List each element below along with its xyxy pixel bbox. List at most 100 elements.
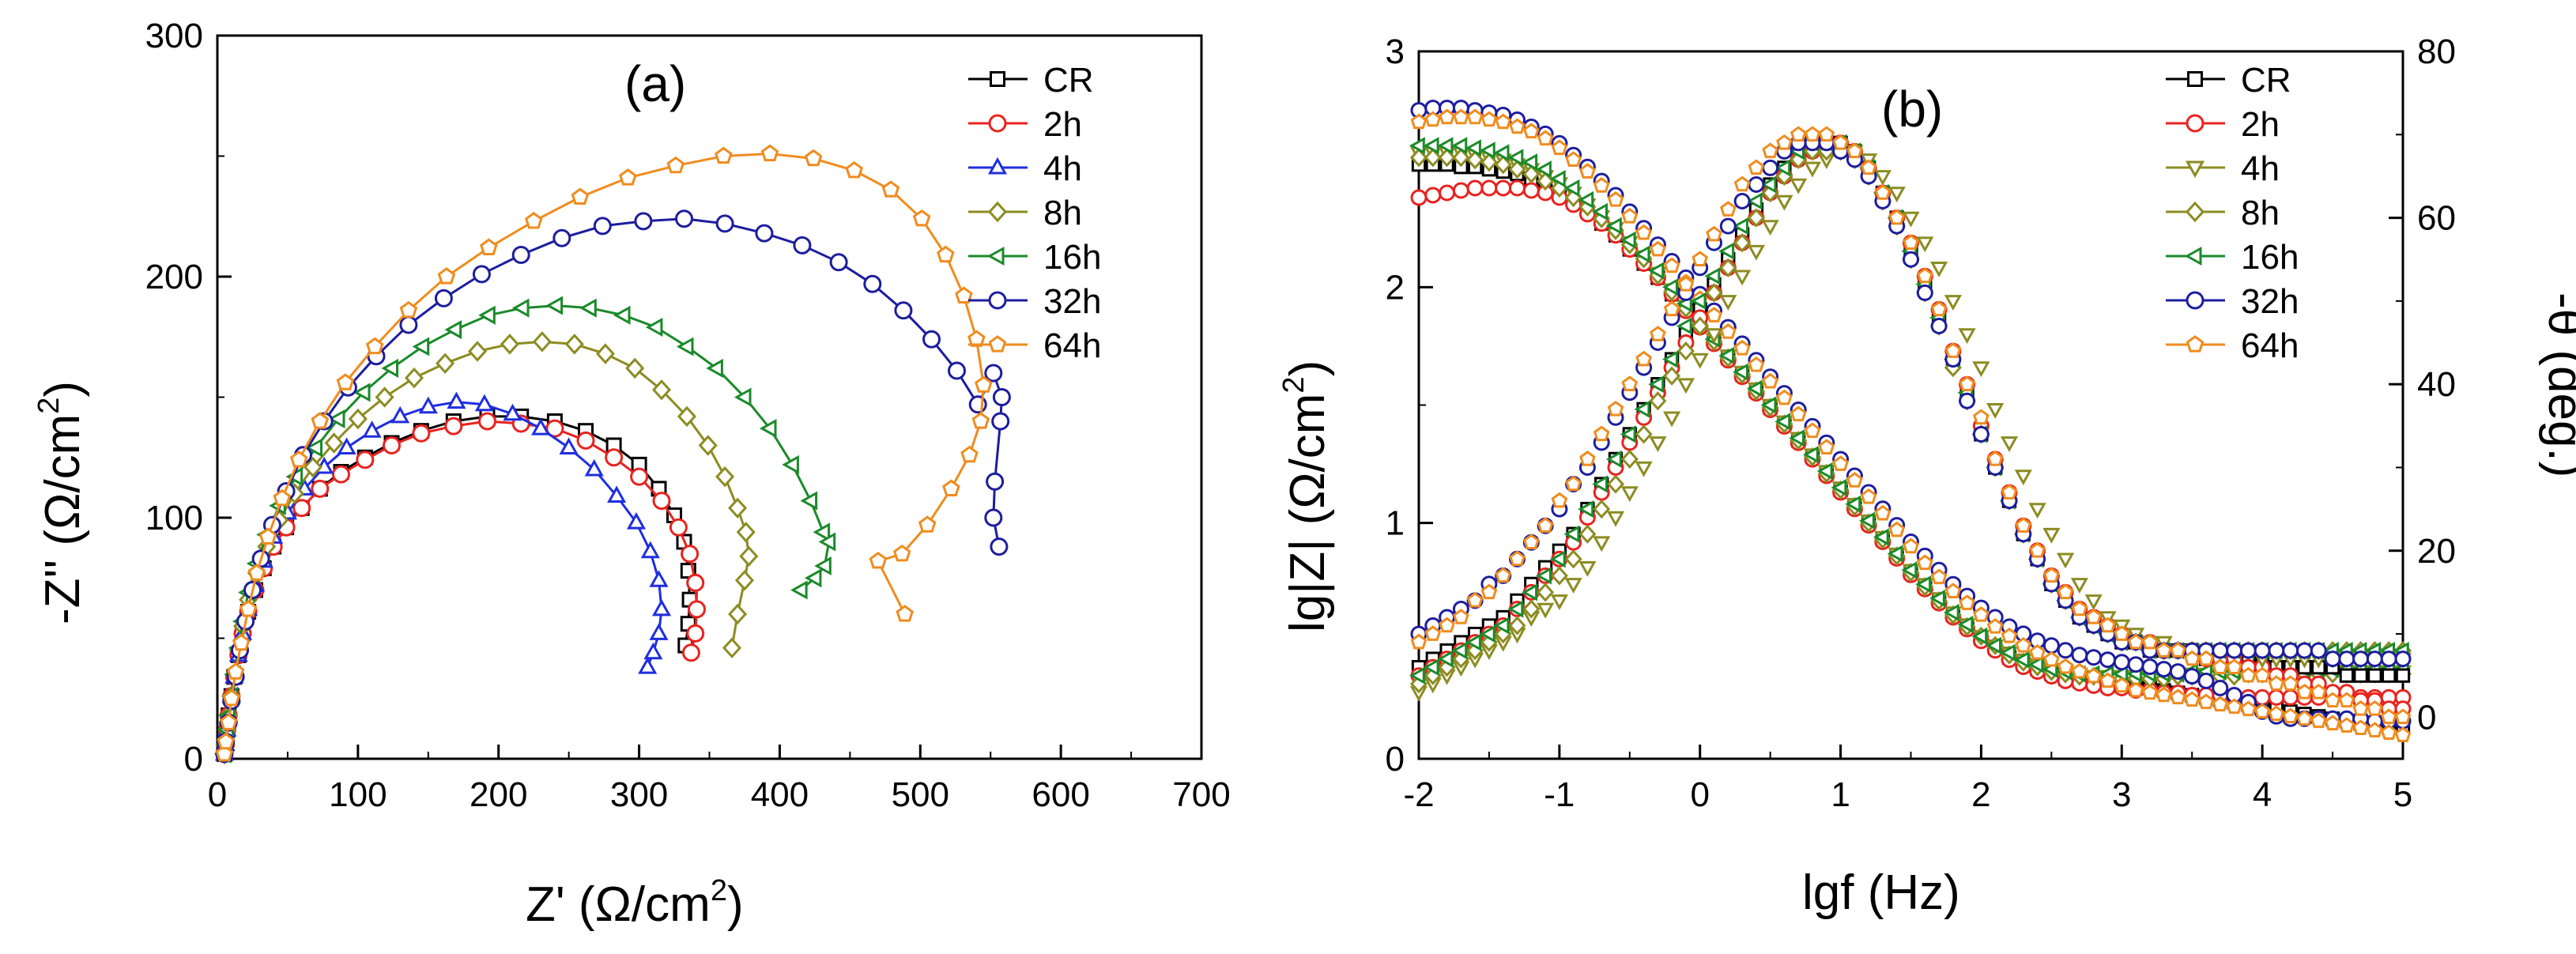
phase-point: [2394, 708, 2412, 725]
phase-point: [1986, 451, 2004, 466]
data-point: [912, 209, 931, 227]
data-point: [571, 187, 590, 205]
data-point: [896, 605, 914, 622]
phase-point: [2042, 527, 2061, 544]
data-point: [559, 437, 579, 454]
phase-point: [1761, 220, 1779, 236]
phase-point: [2127, 633, 2144, 650]
magnitude-point: [2254, 703, 2271, 719]
phase-point: [1692, 251, 1709, 266]
magnitude-point: [2380, 724, 2397, 740]
phase-point: [1410, 633, 1428, 650]
data-point: [511, 298, 530, 318]
phase-point: [1733, 193, 1751, 209]
data-point: [292, 499, 311, 518]
data-point: [444, 320, 462, 340]
phase-point: [2000, 436, 2019, 452]
phase-point: [2056, 552, 2075, 569]
data-point: [511, 246, 530, 264]
data-point: [863, 274, 882, 293]
magnitude-point: [1551, 139, 1568, 156]
magnitude-point: [1480, 153, 1498, 172]
magnitude-point: [1943, 603, 1959, 622]
magnitude-point: [1790, 405, 1807, 422]
x-tick-label-a: 700: [1172, 775, 1230, 814]
magnitude-point: [2296, 710, 2313, 726]
data-point: [327, 409, 345, 429]
y-tick-label-b: 2: [1386, 268, 1405, 307]
data-point: [669, 518, 688, 537]
x-tick-label-b: -1: [1544, 775, 1575, 814]
data-point: [467, 341, 488, 362]
phase-point: [1536, 567, 1552, 585]
magnitude-point: [1465, 139, 1481, 157]
magnitude-point: [1846, 472, 1863, 488]
magnitude-point: [1719, 323, 1737, 339]
phase-point: [1903, 251, 1919, 268]
data-series-b: [1409, 100, 2412, 742]
data-point: [688, 600, 706, 619]
magnitude-point: [1762, 372, 1778, 389]
data-point: [894, 301, 913, 320]
y-axis-title-b: lg|Z| (Ω/cm2): [1277, 360, 1335, 632]
phase-point: [1959, 375, 1975, 391]
phase-point: [1676, 378, 1695, 394]
magnitude-point: [1874, 504, 1891, 521]
data-point: [303, 456, 322, 478]
phase-point: [2338, 650, 2355, 668]
data-point: [545, 419, 564, 438]
magnitude-point: [2155, 686, 2172, 703]
magnitude-point: [1650, 240, 1666, 257]
data-point: [818, 532, 836, 552]
data-point: [645, 317, 663, 337]
data-point: [677, 405, 697, 428]
legend-label: 8h: [1043, 194, 1082, 232]
magnitude-point: [1522, 123, 1540, 139]
data-point: [480, 238, 498, 255]
phase-point: [1973, 409, 1990, 425]
phase-point: [1550, 566, 1568, 586]
magnitude-point: [2310, 712, 2327, 729]
data-point: [390, 405, 410, 424]
magnitude-point: [2282, 707, 2299, 724]
phase-point: [2240, 666, 2257, 683]
legend-marker: [2186, 335, 2204, 353]
legend-label: 4h: [2241, 149, 2280, 188]
series-line: [223, 217, 1003, 755]
magnitude-point: [2113, 677, 2130, 693]
phase-point: [1902, 211, 1920, 228]
phase-point: [1690, 292, 1707, 311]
phase-point: [2070, 578, 2089, 594]
data-series-a: [213, 144, 1011, 765]
magnitude-point: [1480, 111, 1498, 127]
data-point: [472, 265, 491, 284]
magnitude-point: [1509, 118, 1526, 134]
phase-point: [1607, 400, 1624, 417]
magnitude-point: [2169, 663, 2186, 681]
legend-label: 4h: [1043, 149, 1082, 188]
magnitude-point: [2001, 628, 2018, 643]
data-point: [613, 305, 631, 325]
phase-point: [1676, 341, 1695, 361]
phase-point: [2057, 583, 2074, 600]
magnitude-point: [2226, 698, 2242, 715]
magnitude-point: [1706, 307, 1722, 322]
data-point: [399, 300, 418, 319]
data-point: [845, 160, 863, 179]
phase-point: [1536, 602, 1555, 619]
legend-label: 64h: [2241, 326, 2299, 365]
phase-point: [1804, 126, 1821, 142]
phase-point: [2367, 668, 2382, 683]
phase-point: [1705, 328, 1723, 345]
data-point: [576, 431, 595, 450]
phase-point: [1635, 350, 1652, 367]
phase-point: [2296, 642, 2313, 659]
phase-point: [2113, 625, 2130, 641]
x-tick-label-a: 100: [329, 775, 387, 814]
magnitude-point: [1424, 187, 1442, 204]
data-point: [722, 637, 742, 658]
y-tick-label-b: 0: [1386, 740, 1405, 779]
phase-point: [1620, 486, 1639, 503]
data-point: [232, 633, 251, 651]
y2-tick-label-b: 20: [2417, 532, 2456, 571]
